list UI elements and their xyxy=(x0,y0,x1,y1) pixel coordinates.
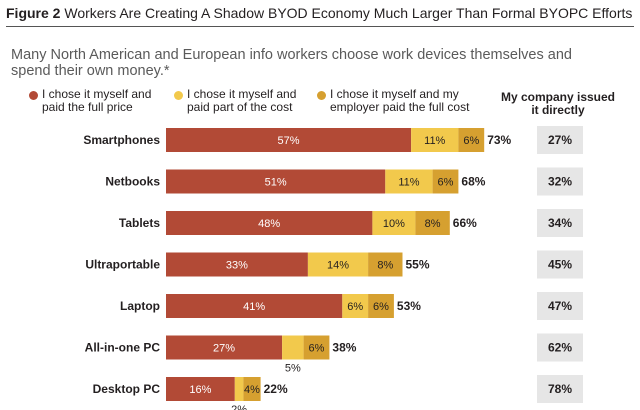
legend-label-part-cost: I chose it myself and paid part of the c… xyxy=(187,87,297,114)
bar-segment xyxy=(166,294,343,318)
segment-label: 8% xyxy=(425,218,441,230)
bar-segment xyxy=(458,128,485,152)
bar-segment xyxy=(282,335,304,360)
bar-segment xyxy=(166,211,373,235)
legend-swatch-full-price xyxy=(29,91,38,100)
segment-label: 27% xyxy=(213,343,235,355)
legend-item-employer-paid: I chose it myself and my employer paid t… xyxy=(317,87,470,114)
bar-segment xyxy=(166,128,412,152)
category-label: All-in-one PC xyxy=(85,341,161,355)
segment-label: 6% xyxy=(438,177,454,189)
issued-value: 47% xyxy=(548,299,572,313)
legend-label-full-price: I chose it myself and paid the full pric… xyxy=(42,87,152,114)
category-label: Tablets xyxy=(119,216,160,230)
segment-label: 57% xyxy=(278,135,300,147)
legend-item-part-cost: I chose it myself and paid part of the c… xyxy=(174,87,297,114)
segment-label: 8% xyxy=(377,260,393,272)
issued-value: 62% xyxy=(548,341,572,355)
segment-label: 5% xyxy=(285,363,301,375)
issued-value: 34% xyxy=(548,216,572,230)
bar-segment xyxy=(368,252,403,277)
issued-value-box xyxy=(537,209,583,237)
total-label: 53% xyxy=(397,299,421,313)
bar-segment xyxy=(243,377,261,401)
segment-label: 41% xyxy=(243,301,265,313)
issued-value-box xyxy=(537,250,583,279)
bar-segment xyxy=(166,169,386,194)
issued-value: 78% xyxy=(548,382,572,396)
issued-value-box xyxy=(537,333,583,362)
total-label: 68% xyxy=(461,175,485,189)
bar-segment xyxy=(166,377,235,401)
legend-label-employer-paid: I chose it myself and my employer paid t… xyxy=(330,87,470,114)
issued-value: 27% xyxy=(548,133,572,147)
bar-segment xyxy=(372,211,416,235)
bar-segment xyxy=(307,252,369,277)
legend-swatch-employer-paid xyxy=(317,91,326,100)
legend-swatch-part-cost xyxy=(174,91,183,100)
category-label: Netbooks xyxy=(105,175,160,189)
figure-title: Workers Are Creating A Shadow BYOD Econo… xyxy=(64,5,633,21)
segment-label: 14% xyxy=(327,260,349,272)
segment-label: 6% xyxy=(347,301,363,313)
segment-label: 48% xyxy=(258,218,280,230)
bar-segment xyxy=(303,335,330,360)
segment-label: 11% xyxy=(424,135,445,147)
issued-value-box xyxy=(537,167,583,196)
segment-label: 6% xyxy=(309,343,325,355)
bar-segment xyxy=(385,169,433,194)
category-label: Smartphones xyxy=(83,133,160,147)
segment-label: 16% xyxy=(189,384,211,396)
segment-label: 6% xyxy=(373,301,389,313)
segment-label: 6% xyxy=(463,135,479,147)
total-label: 66% xyxy=(453,216,477,230)
legend-item-full-price: I chose it myself and paid the full pric… xyxy=(29,87,152,114)
category-label: Desktop PC xyxy=(93,382,161,396)
issued-value: 32% xyxy=(548,175,572,189)
figure-label: Figure 2 xyxy=(6,5,61,21)
bar-segment xyxy=(368,294,394,318)
segment-label: 2% xyxy=(231,404,247,410)
bar-segment xyxy=(411,128,459,152)
bar-segment xyxy=(166,335,283,360)
figure-header: Figure 2 Workers Are Creating A Shadow B… xyxy=(6,2,634,27)
total-label: 73% xyxy=(487,133,511,147)
bar-segment xyxy=(432,169,459,194)
segment-label: 10% xyxy=(383,218,405,230)
bar-segment xyxy=(415,211,450,235)
issued-value-box xyxy=(537,126,583,154)
issued-value: 45% xyxy=(548,258,572,272)
category-label: Laptop xyxy=(120,299,160,313)
bar-segment xyxy=(166,252,308,277)
segment-label: 11% xyxy=(398,177,419,189)
segment-label: 33% xyxy=(226,260,248,272)
bar-segment xyxy=(234,377,244,401)
total-label: 22% xyxy=(264,382,288,396)
chart-subtitle: Many North American and European info wo… xyxy=(11,47,572,79)
category-label: Ultraportable xyxy=(85,258,160,272)
segment-label: 4% xyxy=(244,384,260,396)
bar-segment xyxy=(342,294,369,318)
issued-directly-header: My company issued it directly xyxy=(500,90,616,117)
issued-value-box xyxy=(537,375,583,403)
total-label: 55% xyxy=(406,258,430,272)
segment-label: 51% xyxy=(265,177,287,189)
issued-value-box xyxy=(537,292,583,320)
total-label: 38% xyxy=(332,341,356,355)
